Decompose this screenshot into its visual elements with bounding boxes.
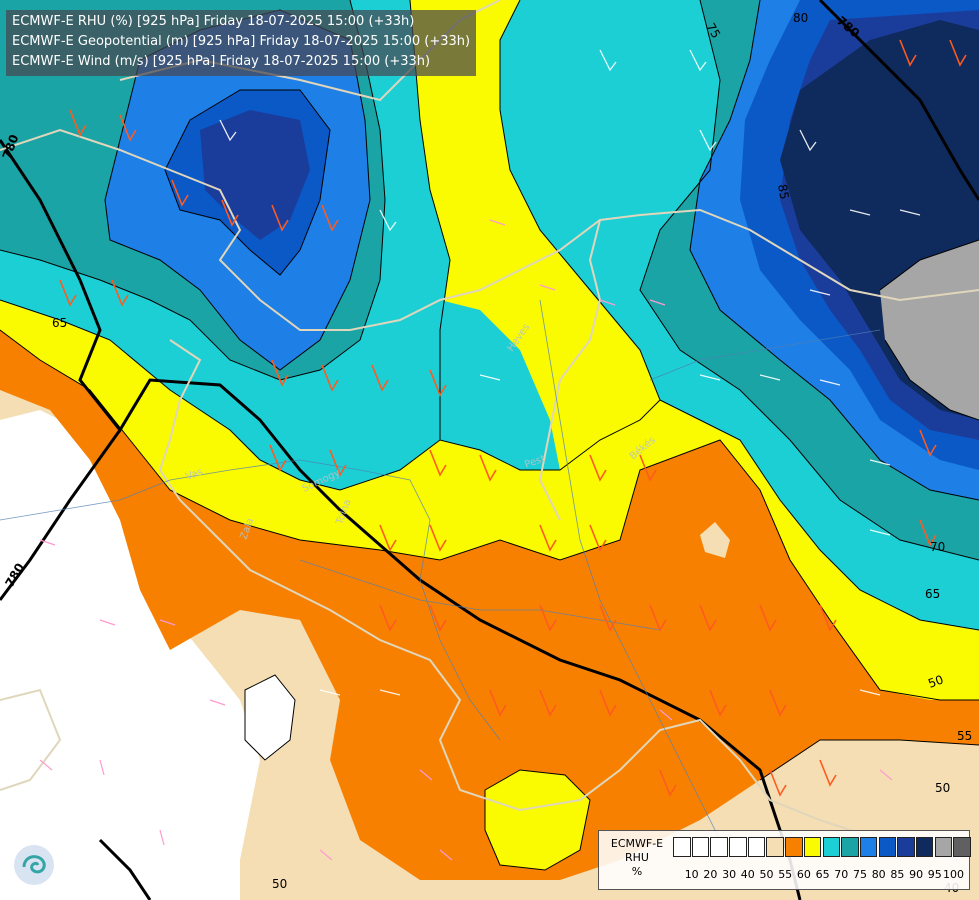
wind-barbs-light (219, 49, 921, 696)
rh-75-label-top: 75 (703, 21, 723, 41)
title-wind: ECMWF-E Wind (m/s) [925 hPa] Friday 18-0… (12, 54, 431, 69)
rh-band-60-65 (0, 300, 979, 700)
title-rhu: ECMWF-E RHU (%) [925 hPa] Friday 18-07-2… (12, 14, 415, 29)
color-scale-tick: 75 (853, 868, 867, 881)
rh-contours (0, 0, 979, 871)
color-swatch (785, 837, 803, 857)
color-swatch (673, 837, 691, 857)
wind-barbs-pink (39, 219, 893, 861)
color-scale-tick: 95 (927, 868, 942, 881)
rh-65-label-left: 65 (52, 316, 67, 330)
rhu-color-scale: ECMWF-E RHU % 10 20 30 40 50 55 60 65 70 75 80 85 90… (598, 830, 972, 890)
color-scale-tick: 85 (890, 868, 905, 881)
color-scale-label: ECMWF-E RHU % (610, 837, 664, 878)
provider-logo-icon (14, 845, 54, 885)
color-scale-tick: 100 (943, 868, 964, 881)
color-swatch (747, 837, 766, 857)
color-scale-swatches (673, 837, 972, 857)
color-scale-tick: 10 (684, 868, 699, 881)
rh-band-95-100 (880, 240, 979, 420)
color-swatch (841, 837, 859, 857)
color-scale-tick: 65 (815, 868, 830, 881)
color-swatch (934, 837, 953, 857)
rh-85-label-right: 85 (775, 183, 791, 200)
color-swatch (915, 837, 934, 857)
color-scale-tick: 20 (703, 868, 718, 881)
rh-50-label-right-b: 50 (935, 781, 950, 795)
color-scale-tick: 30 (722, 868, 737, 881)
color-swatch (953, 837, 971, 857)
wind-barbs-strong (59, 39, 967, 797)
color-scale-tick: 90 (909, 868, 924, 881)
map-title-panel: ECMWF-E RHU (%) [925 hPa] Friday 18-07-2… (6, 10, 477, 76)
color-scale-ticks: 10 20 30 40 50 55 60 65 70 75 80 85 90 95 100 (673, 868, 969, 884)
color-scale-tick: 40 (740, 868, 755, 881)
color-swatch (803, 837, 822, 857)
color-swatch (766, 837, 784, 857)
rh-band-below-50 (0, 410, 260, 900)
rh-band-55-60 (0, 330, 979, 880)
color-scale-tick: 70 (834, 868, 849, 881)
color-swatch (897, 837, 915, 857)
title-geopotential: ECMWF-E Geopotential (m) [925 hPa] Frida… (12, 34, 471, 49)
color-swatch (710, 837, 728, 857)
color-swatch (691, 837, 710, 857)
color-scale-tick: 50 (759, 868, 774, 881)
rivers (0, 299, 881, 841)
rh-50-label-bottom: 50 (272, 877, 287, 891)
color-swatch (859, 837, 878, 857)
color-scale-tick: 60 (796, 868, 811, 881)
color-scale-tick: 80 (871, 868, 886, 881)
color-swatch (822, 837, 840, 857)
rh-55-label-right: 55 (957, 729, 972, 743)
color-swatch (878, 837, 897, 857)
rh-65-label-right: 65 (925, 587, 940, 601)
rh-70-label-right: 70 (930, 540, 945, 554)
rh-80-label-top: 80 (793, 11, 808, 25)
rh-50-label-right-a: 50 (926, 672, 945, 690)
color-scale-tick: 55 (778, 868, 793, 881)
color-swatch (729, 837, 747, 857)
